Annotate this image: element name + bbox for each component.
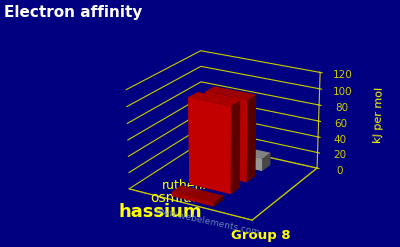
Text: www.webelements.com: www.webelements.com [155,206,261,237]
Text: Electron affinity: Electron affinity [4,5,142,20]
